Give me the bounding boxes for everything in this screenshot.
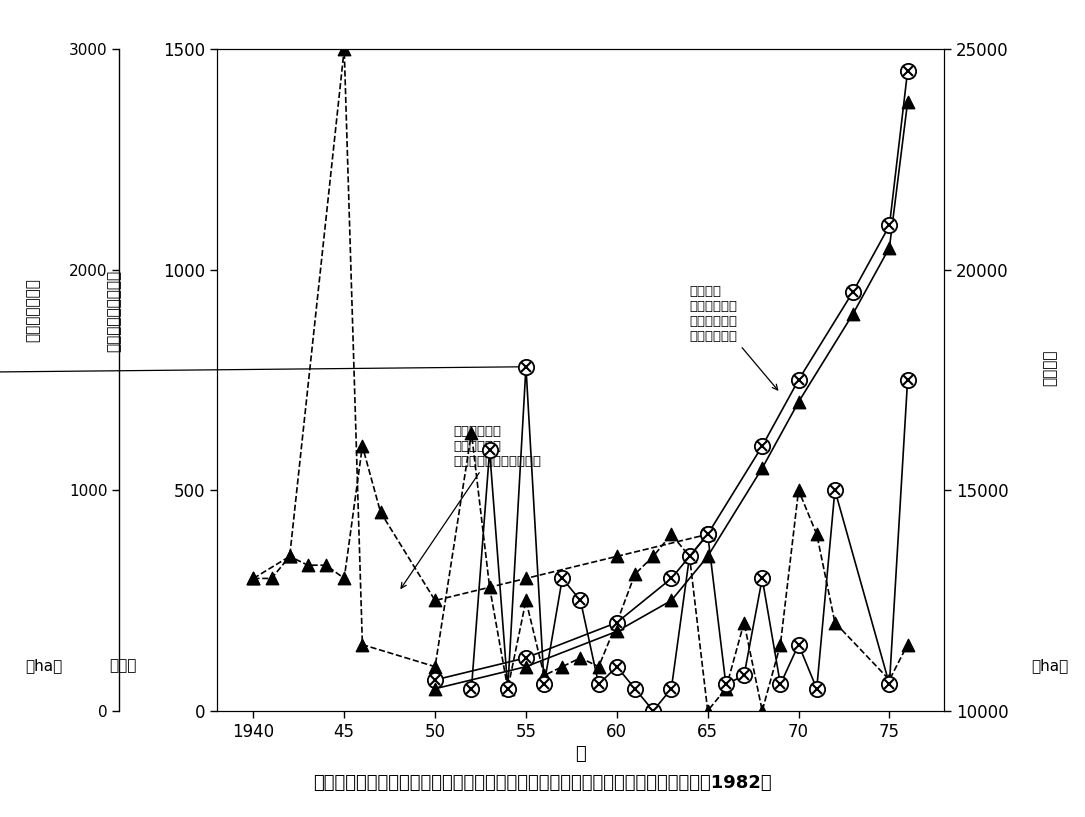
Point (699, 550, 716, 563)
Point (499, 682, 516, 695)
X-axis label: 年: 年 (575, 745, 586, 763)
Point (518, 660, 535, 673)
Point (281, 550, 298, 563)
Text: 畑地開こん面積: 畑地開こん面積 (25, 279, 40, 342)
Point (681, 550, 699, 563)
Text: 宅地面積
鹿児島県全体
（日本統計年
　鑑による）: 宅地面積 鹿児島県全体 （日本統計年 鑑による） (690, 285, 778, 390)
Point (263, 572, 280, 585)
Point (626, 568, 643, 581)
Point (245, 572, 263, 585)
Text: がけくずれの発生数: がけくずれの発生数 (106, 270, 122, 351)
Point (553, 660, 571, 673)
Point (609, 550, 626, 563)
Point (299, 559, 317, 572)
Point (808, 528, 826, 541)
Text: （ha）: （ha） (1032, 659, 1069, 673)
Text: 畑地開墓面積
鹿児島県全体
（農林省統計表による）: 畑地開墓面積 鹿児島県全体 （農林省統計表による） (401, 425, 541, 588)
Point (663, 594, 680, 607)
Point (463, 426, 481, 440)
Point (899, 638, 917, 651)
Point (426, 660, 444, 673)
Point (590, 660, 608, 673)
Point (609, 625, 626, 638)
Text: （ha）: （ha） (25, 659, 62, 673)
Point (518, 594, 535, 607)
Point (245, 572, 263, 585)
Point (899, 96, 917, 109)
Point (754, 462, 771, 475)
Point (609, 616, 626, 629)
Point (518, 572, 535, 585)
Point (572, 651, 589, 664)
Point (754, 704, 771, 717)
Text: 図４　鹿児島市における崖崩れ発生件数・開墾面積・宅地面積の推移（岩松ほか，1982）: 図４ 鹿児島市における崖崩れ発生件数・開墾面積・宅地面積の推移（岩松ほか，198… (314, 774, 771, 792)
Point (644, 550, 662, 563)
Point (318, 559, 335, 572)
Point (426, 682, 444, 695)
Point (790, 395, 807, 408)
Point (736, 616, 753, 629)
Text: がけくずれの発生数
鹿児島県全体
（鹿児島県災異
　誌による）: がけくずれの発生数 鹿児島県全体 （鹿児島県災異 誌による） (0, 364, 531, 467)
Point (881, 241, 898, 254)
Text: 宅地面積: 宅地面積 (1043, 350, 1058, 386)
Point (281, 550, 298, 563)
Point (354, 440, 371, 453)
Point (335, 572, 353, 585)
Point (844, 307, 861, 320)
Point (699, 528, 716, 541)
Point (335, 42, 353, 56)
Point (827, 616, 844, 629)
Point (717, 682, 735, 695)
Point (372, 506, 390, 519)
Text: （個）: （個） (108, 659, 137, 673)
Point (790, 484, 807, 497)
Point (699, 704, 716, 717)
Point (771, 638, 789, 651)
Point (663, 528, 680, 541)
Point (881, 673, 898, 686)
Point (354, 638, 371, 651)
Point (536, 669, 553, 682)
Point (426, 594, 444, 607)
Point (481, 581, 498, 594)
